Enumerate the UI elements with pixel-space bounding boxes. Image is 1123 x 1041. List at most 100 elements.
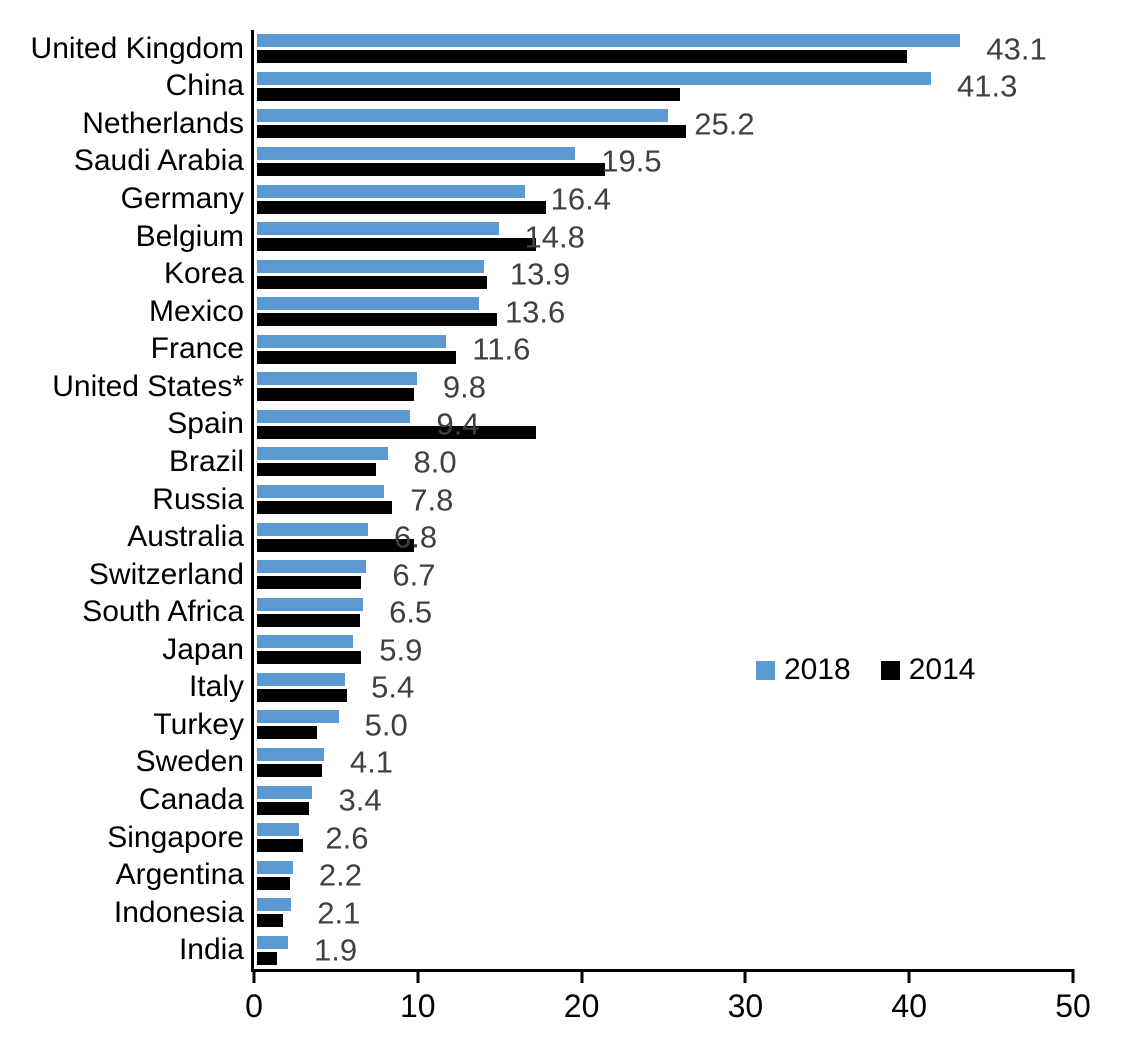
bar-2018 bbox=[257, 34, 961, 48]
x-axis-tick-label: 40 bbox=[891, 988, 927, 1024]
bar-group: 6.8 bbox=[257, 518, 1073, 556]
bar-2014 bbox=[257, 651, 362, 665]
value-label: 8.0 bbox=[413, 444, 457, 480]
bar-2014 bbox=[257, 801, 310, 815]
chart-rows: United Kingdom 43.1 China 41.3 Netherlands 25… bbox=[0, 30, 1073, 969]
value-label: 9.8 bbox=[442, 369, 487, 405]
chart-row: Australia 6.8 bbox=[0, 518, 1073, 556]
chart-row: Saudi Arabia 19.5 bbox=[0, 143, 1073, 181]
bar-2014 bbox=[257, 688, 347, 702]
bar-2018 bbox=[257, 560, 367, 574]
category-label: Canada bbox=[138, 783, 244, 817]
bar-2018 bbox=[257, 222, 499, 236]
value-label: 14.8 bbox=[524, 219, 585, 255]
bar-2018 bbox=[257, 334, 447, 348]
value-label: 2.1 bbox=[317, 895, 361, 931]
value-label: 16.4 bbox=[550, 181, 611, 217]
bar-2014 bbox=[257, 87, 680, 101]
bar-group: 5.0 bbox=[257, 706, 1073, 744]
bar-2018 bbox=[257, 597, 364, 611]
value-label: 2.6 bbox=[325, 820, 369, 856]
value-label: 11.6 bbox=[472, 331, 531, 367]
x-axis-tick bbox=[743, 969, 747, 983]
x-axis-tick-label: 10 bbox=[400, 988, 436, 1024]
bar-2018 bbox=[257, 935, 288, 949]
bar-2018 bbox=[257, 372, 417, 386]
bar-2018 bbox=[257, 710, 339, 724]
x-axis-tick bbox=[1071, 969, 1075, 983]
category-label: Switzerland bbox=[88, 557, 244, 591]
bar-2018 bbox=[257, 860, 293, 874]
category-label: China bbox=[165, 69, 244, 103]
value-label: 6.7 bbox=[392, 557, 436, 593]
category-label: Russia bbox=[152, 482, 244, 516]
category-label: Argentina bbox=[115, 858, 244, 892]
bar-2014 bbox=[257, 613, 360, 627]
bar-2018 bbox=[257, 146, 576, 160]
bar-2014 bbox=[257, 238, 537, 252]
bar-2014 bbox=[257, 763, 323, 777]
category-label: Australia bbox=[127, 520, 244, 554]
x-axis-tick-label: 0 bbox=[245, 988, 263, 1024]
bar-2018 bbox=[257, 522, 368, 536]
x-axis-tick-label: 20 bbox=[563, 988, 600, 1024]
bar-2014 bbox=[257, 388, 414, 402]
chart-row: Japan 5.9 bbox=[0, 631, 1073, 669]
bar-group: 2.2 bbox=[257, 856, 1073, 894]
bar-group: 6.5 bbox=[257, 593, 1073, 631]
value-label: 6.8 bbox=[393, 519, 438, 555]
category-label: Sweden bbox=[135, 745, 244, 779]
bar-2018 bbox=[257, 184, 525, 198]
chart-row: United States* 9.8 bbox=[0, 368, 1073, 406]
bar-group: 13.6 bbox=[257, 293, 1073, 331]
category-label: Belgium bbox=[135, 219, 244, 253]
bar-2014 bbox=[257, 50, 907, 64]
legend-swatch-2014-icon bbox=[880, 660, 900, 680]
bar-2018 bbox=[257, 259, 484, 273]
chart-row: United Kingdom 43.1 bbox=[0, 30, 1073, 68]
bar-group: 25.2 bbox=[257, 105, 1073, 143]
category-label: Korea bbox=[163, 257, 244, 291]
legend-item-2018: 2018 bbox=[756, 655, 851, 685]
chart-row: Singapore 2.6 bbox=[0, 819, 1073, 857]
category-label: Singapore bbox=[107, 820, 244, 854]
x-axis-tick bbox=[416, 969, 420, 983]
category-label: South Africa bbox=[82, 595, 244, 629]
bar-group: 4.1 bbox=[257, 744, 1073, 782]
chart-row: Indonesia 2.1 bbox=[0, 894, 1073, 932]
bar-group: 6.7 bbox=[257, 556, 1073, 594]
x-axis-line bbox=[251, 969, 1073, 972]
bar-group: 11.6 bbox=[257, 331, 1073, 369]
chart-row: Korea 13.9 bbox=[0, 255, 1073, 293]
value-label: 5.9 bbox=[379, 632, 423, 668]
category-label: Mexico bbox=[148, 294, 244, 328]
bar-2014 bbox=[257, 914, 284, 928]
value-label: 13.9 bbox=[509, 256, 571, 292]
chart-row: Belgium 14.8 bbox=[0, 218, 1073, 256]
category-label: Germany bbox=[120, 182, 244, 216]
x-axis-tick bbox=[907, 969, 911, 983]
bar-group: 13.9 bbox=[257, 255, 1073, 293]
category-label: India bbox=[178, 933, 244, 967]
bar-2018 bbox=[257, 109, 669, 123]
bar-2018 bbox=[257, 785, 313, 799]
category-label: Japan bbox=[162, 632, 244, 666]
bar-2014 bbox=[257, 425, 537, 439]
bar-2014 bbox=[257, 125, 687, 139]
chart-row: Italy 5.4 bbox=[0, 669, 1073, 707]
value-label: 13.6 bbox=[504, 294, 566, 330]
bar-2018 bbox=[257, 485, 385, 499]
bar-group: 5.9 bbox=[257, 631, 1073, 669]
bar-group: 9.8 bbox=[257, 368, 1073, 406]
bar-2014 bbox=[257, 350, 457, 364]
bar-group: 14.8 bbox=[257, 218, 1073, 256]
chart-row: Russia 7.8 bbox=[0, 481, 1073, 519]
value-label: 6.5 bbox=[389, 594, 433, 630]
bar-group: 19.5 bbox=[257, 143, 1073, 181]
bar-group: 3.4 bbox=[257, 781, 1073, 819]
chart-row: Sweden 4.1 bbox=[0, 744, 1073, 782]
legend-swatch-2018-icon bbox=[756, 660, 775, 680]
value-label: 25.2 bbox=[694, 106, 755, 142]
bar-group: 7.8 bbox=[257, 481, 1073, 519]
